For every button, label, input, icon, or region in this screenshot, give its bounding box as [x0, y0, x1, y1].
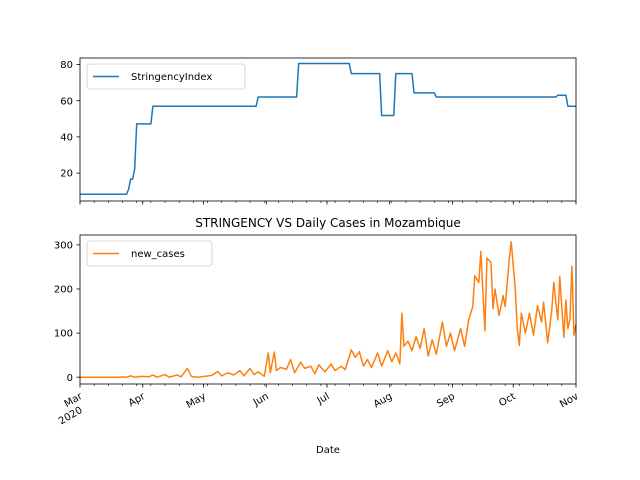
new-cases-legend-box [86, 240, 213, 267]
stringency-legend-label: StringencyIndex [131, 72, 212, 83]
stringency-y-tick-label: 60 [60, 96, 73, 107]
stringency-axes-frame [79, 57, 577, 202]
stringency-y-tick-label: 80 [60, 60, 73, 71]
x-axis-title: Date [316, 445, 340, 456]
new-cases-axes-frame [79, 234, 577, 385]
stringency-axes: 20 40 60 80 StringencyIndex [60, 57, 577, 205]
stringency-y-tick-label: 40 [60, 133, 73, 144]
stringency-legend-box [86, 63, 246, 90]
new-cases-y-tick-label: 0 [67, 373, 73, 384]
new-cases-y-tick-label: 200 [54, 285, 73, 296]
stringency-y-tick-label: 20 [60, 169, 73, 180]
new-cases-legend-label: new_cases [131, 249, 185, 260]
new-cases-legend: new_cases [86, 240, 213, 267]
chart-title: STRINGENCY VS Daily Cases in Mozambique [195, 216, 461, 230]
stringency-series-line-0 [80, 62, 576, 195]
new-cases-y-tick-label: 300 [54, 240, 73, 251]
new-cases-series-line-0 [80, 241, 577, 378]
stringency-legend: StringencyIndex [86, 63, 246, 90]
new-cases-y-tick-label: 100 [54, 329, 73, 340]
